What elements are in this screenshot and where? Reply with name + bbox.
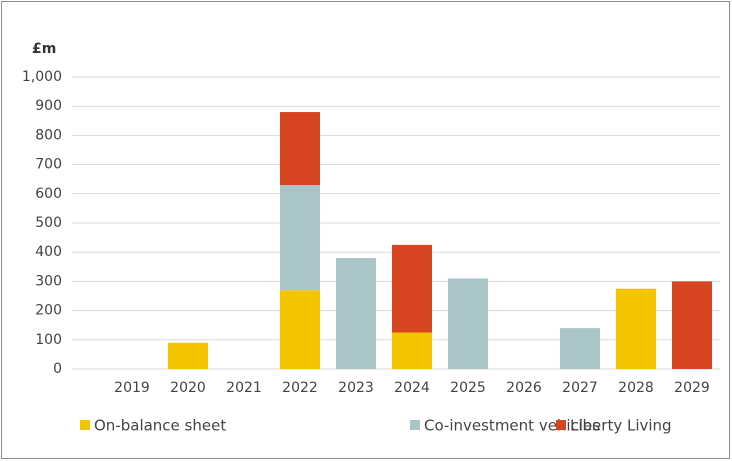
bar-segment (280, 112, 320, 186)
x-tick-label: 2024 (394, 380, 430, 396)
bar-segment (392, 244, 432, 333)
y-tick-label: 0 (53, 361, 62, 377)
bar-segment (672, 281, 712, 369)
bar-segment (560, 328, 600, 369)
legend-swatch (410, 420, 420, 430)
x-tick-label: 2020 (170, 380, 206, 396)
y-tick-label: 100 (35, 332, 62, 348)
x-tick-label: 2023 (338, 380, 374, 396)
x-tick-label: 2026 (506, 380, 542, 396)
y-tick-label: 1,000 (22, 69, 62, 85)
y-tick-label: 700 (35, 157, 62, 173)
bar-segment (336, 258, 376, 369)
bar-segment (280, 185, 320, 291)
x-tick-label: 2028 (618, 380, 654, 396)
y-tick-label: 600 (35, 186, 62, 202)
y-tick-label: 800 (35, 127, 62, 143)
legend-swatch (80, 420, 90, 430)
y-tick-label: 500 (35, 215, 62, 231)
legend-swatch (556, 420, 566, 430)
x-tick-label: 2019 (114, 380, 150, 396)
y-tick-label: 400 (35, 244, 62, 260)
bar-segment (168, 342, 208, 369)
legend-label: Liberty Living (570, 417, 672, 435)
x-tick-label: 2025 (450, 380, 486, 396)
bar-segment (392, 332, 432, 369)
bar-segment (280, 290, 320, 369)
bar-segment (448, 278, 488, 369)
x-tick-label: 2021 (226, 380, 262, 396)
y-tick-label: 200 (35, 303, 62, 319)
x-tick-label: 2027 (562, 380, 598, 396)
chart-title: £m (32, 41, 56, 57)
legend-label: On-balance sheet (94, 417, 226, 435)
y-tick-label: 900 (35, 98, 62, 114)
y-tick-label: 300 (35, 273, 62, 289)
bar-segment (616, 288, 656, 369)
x-tick-label: 2029 (674, 380, 710, 396)
x-tick-label: 2022 (282, 380, 318, 396)
